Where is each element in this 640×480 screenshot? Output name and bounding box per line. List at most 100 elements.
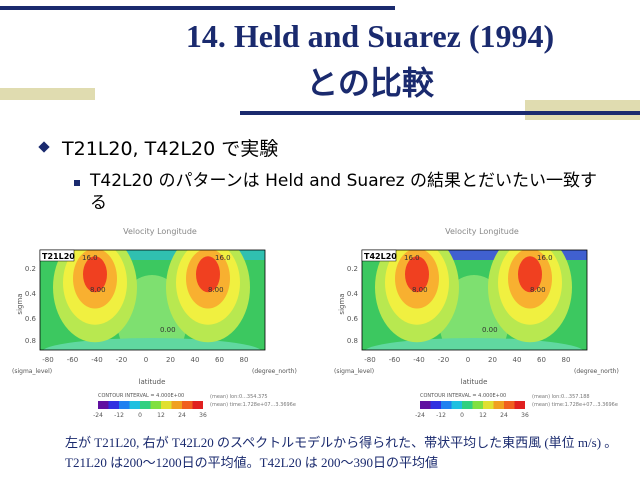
figure-label-box bbox=[361, 249, 397, 262]
y-tick-label: 0.8 bbox=[347, 337, 358, 345]
contour-interval: CONTOUR INTERVAL = 4.000E+00 bbox=[98, 393, 184, 399]
meta-text: (mean) lon:0...357.188 bbox=[532, 394, 590, 400]
x-tick-label: 0 bbox=[466, 356, 470, 364]
contour-plot bbox=[362, 250, 587, 350]
plot-title: Velocity Longitude bbox=[123, 227, 197, 236]
colorbar-tick: 24 bbox=[178, 412, 186, 419]
x-tick-label: -40 bbox=[91, 356, 102, 364]
colorbar-cell bbox=[129, 401, 140, 409]
colorbar-cell bbox=[462, 401, 473, 409]
colorbar-cell bbox=[441, 401, 452, 409]
x-tick-label: -20 bbox=[116, 356, 127, 364]
sub-bullet-text: T42L20 のパターンは Held and Suarez の結果とだいたい一致… bbox=[90, 171, 598, 213]
contour-band bbox=[518, 256, 542, 293]
x-tick-label: 0 bbox=[144, 356, 148, 364]
x-tick-label: -80 bbox=[364, 356, 375, 364]
bullet-text: T21L20, T42L20 で実験 bbox=[62, 138, 279, 160]
contour-label: 8.00 bbox=[208, 286, 224, 294]
colorbar-tick: -24 bbox=[415, 412, 425, 419]
plot-title: Velocity Longitude bbox=[445, 227, 519, 236]
title-rule bbox=[240, 111, 640, 115]
x-tick-label: 60 bbox=[537, 356, 546, 364]
contour-label: 0.00 bbox=[482, 326, 498, 334]
colorbar-tick: -12 bbox=[436, 412, 446, 419]
meta-text: (mean) lon:0...354.375 bbox=[210, 394, 268, 400]
colorbar-cell bbox=[420, 401, 431, 409]
contour-label: 16.0 bbox=[82, 254, 98, 262]
colorbar-cell bbox=[451, 401, 462, 409]
colorbar-tick: 0 bbox=[138, 412, 142, 419]
y-tick-label: 0.2 bbox=[25, 265, 36, 273]
x-tick-label: 80 bbox=[562, 356, 571, 364]
colorbar-tick: 12 bbox=[479, 412, 487, 419]
colorbar-tick: -24 bbox=[93, 412, 103, 419]
contour-plot bbox=[40, 250, 265, 350]
contour-label: 8.00 bbox=[530, 286, 546, 294]
contour-band bbox=[196, 256, 220, 293]
figure-label-box bbox=[39, 249, 75, 262]
bullet-icon bbox=[38, 141, 50, 153]
x-tick-label: -60 bbox=[389, 356, 400, 364]
x-tick-label: -80 bbox=[42, 356, 53, 364]
contour-label: 8.00 bbox=[90, 286, 106, 294]
colorbar-tick: 36 bbox=[199, 412, 207, 419]
contour-label: 8.00 bbox=[412, 286, 428, 294]
colorbar-cell bbox=[119, 401, 130, 409]
y-tick-label: 0.6 bbox=[347, 315, 359, 323]
colorbar-cell bbox=[483, 401, 494, 409]
colorbar-cell bbox=[182, 401, 193, 409]
colorbar-tick: 0 bbox=[460, 412, 464, 419]
colorbar-tick: 12 bbox=[157, 412, 165, 419]
colorbar-cell bbox=[504, 401, 515, 409]
x-tick-label: -60 bbox=[67, 356, 78, 364]
y-axis-label: sigma bbox=[16, 293, 24, 314]
plot-frame bbox=[39, 249, 266, 351]
x-unit: (degree_north) bbox=[574, 368, 619, 375]
colorbar-cell bbox=[161, 401, 172, 409]
bullet-icon bbox=[74, 180, 80, 186]
colorbar-cell bbox=[108, 401, 119, 409]
colorbar-cell bbox=[150, 401, 161, 409]
accent-block bbox=[0, 88, 95, 100]
y-tick-label: 0.4 bbox=[25, 290, 37, 298]
x-tick-label: 40 bbox=[513, 356, 522, 364]
y-tick-label: 0.6 bbox=[25, 315, 37, 323]
colorbar-cell bbox=[171, 401, 182, 409]
caption: 左が T21L20, 右が T42L20 のスペクトルモデルから得られた、帯状平… bbox=[65, 435, 618, 450]
colorbar-cell bbox=[430, 401, 441, 409]
y-unit: (sigma_level) bbox=[334, 368, 374, 375]
colorbar-cell bbox=[472, 401, 483, 409]
figure-label: T42L20 bbox=[364, 252, 397, 261]
y-tick-label: 0.8 bbox=[25, 337, 36, 345]
x-tick-label: -40 bbox=[413, 356, 424, 364]
contour-band bbox=[40, 250, 265, 260]
x-tick-label: 60 bbox=[215, 356, 224, 364]
y-tick-label: 0.2 bbox=[347, 265, 358, 273]
contour-interval: CONTOUR INTERVAL = 4.000E+00 bbox=[420, 393, 506, 399]
colorbar-cell bbox=[140, 401, 151, 409]
accent-block bbox=[525, 100, 640, 120]
colorbar-tick: -12 bbox=[114, 412, 124, 419]
contour-label: 16.0 bbox=[404, 254, 420, 262]
x-tick-label: 20 bbox=[166, 356, 175, 364]
figure: 16.0 8.00 16.0 8.00 0.00 T42L20 Velocity Longi… bbox=[334, 227, 619, 419]
colorbar-tick: 24 bbox=[500, 412, 508, 419]
figure: 16.0 8.00 16.0 8.00 0.00 T21L20 Velocity Longi… bbox=[12, 227, 297, 419]
colorbar-tick: 36 bbox=[521, 412, 529, 419]
x-axis-label: latitude bbox=[139, 378, 166, 386]
contour-label: 16.0 bbox=[215, 254, 231, 262]
x-tick-label: 40 bbox=[191, 356, 200, 364]
top-bar bbox=[0, 6, 395, 10]
x-axis-label: latitude bbox=[461, 378, 488, 386]
title-line: との比較 bbox=[306, 65, 434, 101]
y-axis-label: sigma bbox=[338, 293, 346, 314]
title-line: 14. Held and Suarez (1994) bbox=[185, 18, 555, 54]
meta-text: (mean) time:1.728e+07...3.3696e bbox=[210, 402, 296, 408]
contour-band bbox=[405, 256, 429, 293]
y-unit: (sigma_level) bbox=[12, 368, 52, 375]
caption: T21L20 は200～1200日の平均値。T42L20 は 200～390日の… bbox=[65, 455, 439, 470]
y-tick-label: 0.4 bbox=[347, 290, 359, 298]
contour-band bbox=[362, 250, 587, 260]
colorbar-cell bbox=[493, 401, 504, 409]
